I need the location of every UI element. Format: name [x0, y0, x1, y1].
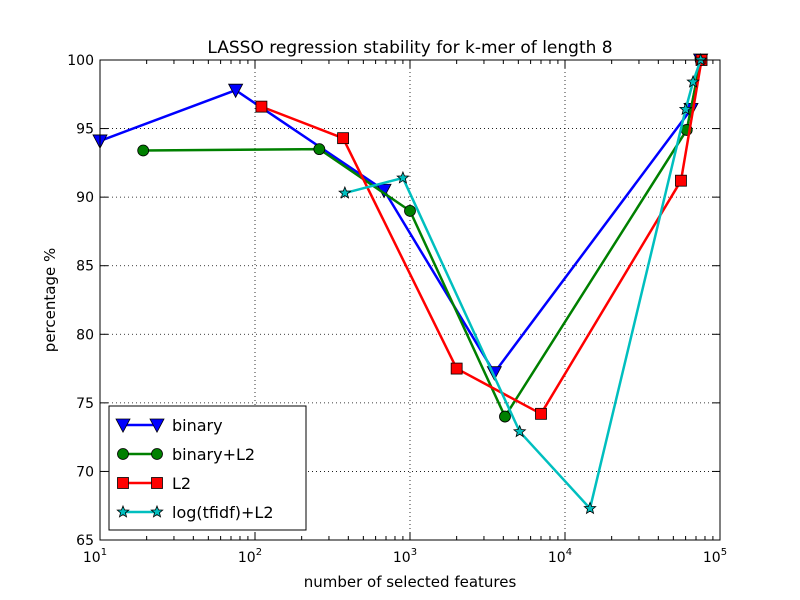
- legend-marker-log-tfidf-l2: [116, 504, 130, 518]
- y-axis-label: percentage %: [41, 248, 59, 352]
- x-tick-label: 101: [83, 547, 107, 566]
- legend: binary binary+L2 L2 log(tfidf)+L2: [108, 405, 307, 531]
- data-point-log-tfidf-l2: [686, 74, 700, 88]
- y-tick-label: 65: [76, 533, 94, 549]
- y-tick-label: 95: [76, 122, 94, 138]
- data-point-log-tfidf-l2: [512, 424, 527, 438]
- x-axis-label: number of selected features: [304, 573, 517, 591]
- legend-label-l2: L2: [172, 474, 191, 493]
- y-tick-label: 75: [76, 396, 94, 412]
- legend-marker-binary-l2: [151, 448, 163, 460]
- x-tick-label: 103: [393, 547, 417, 566]
- x-tick-label: 104: [548, 547, 572, 566]
- legend-marker-binary: [149, 418, 165, 434]
- legend-marker-log-tfidf-l2: [150, 504, 164, 518]
- y-tick-label: 100: [67, 53, 94, 69]
- legend-marker-l2: [151, 477, 163, 489]
- legend-box: [108, 405, 307, 531]
- x-tick-label: 102: [238, 547, 262, 566]
- legend-label-binary: binary: [172, 416, 223, 435]
- data-point-l2: [337, 132, 349, 145]
- grid: [100, 60, 720, 540]
- chart-title: LASSO regression stability for k-mer of …: [207, 38, 612, 58]
- data-point-l2: [535, 407, 547, 420]
- data-point-binary-l2: [404, 204, 416, 217]
- series-layer: [92, 52, 709, 515]
- legend-label-log-tfidf-l2: log(tfidf)+L2: [172, 503, 274, 522]
- y-tick-label: 85: [76, 259, 94, 275]
- data-point-l2: [450, 362, 463, 375]
- y-tick-label: 70: [76, 464, 94, 480]
- y-tick-label: 80: [76, 327, 94, 343]
- legend-marker-binary-l2: [117, 448, 129, 460]
- series-line-binary-l2: [143, 59, 702, 418]
- data-point-binary-l2: [499, 410, 511, 423]
- x-tick-label: 105: [703, 547, 727, 566]
- legend-marker-l2: [117, 477, 129, 489]
- data-point-log-tfidf-l2: [678, 102, 693, 116]
- data-point-l2: [675, 174, 687, 187]
- data-point-binary-l2: [313, 143, 326, 156]
- legend-marker-binary: [115, 418, 131, 434]
- series-line-l2: [260, 59, 703, 416]
- series-log-tfidf-l2: [338, 52, 708, 515]
- data-point-l2: [255, 100, 268, 113]
- data-point-log-tfidf-l2: [396, 170, 410, 184]
- axis-ticks: 101 102 103 104 105 65 70 75 80 85 90 95 100: [67, 53, 727, 566]
- data-point-log-tfidf-l2: [693, 52, 708, 66]
- data-point-log-tfidf-l2: [583, 501, 597, 515]
- legend-label-binary-l2: binary+L2: [172, 445, 255, 464]
- data-point-log-tfidf-l2: [338, 185, 352, 199]
- data-point-binary-l2: [137, 144, 150, 157]
- data-point-binary: [227, 83, 244, 99]
- y-tick-label: 90: [76, 190, 94, 206]
